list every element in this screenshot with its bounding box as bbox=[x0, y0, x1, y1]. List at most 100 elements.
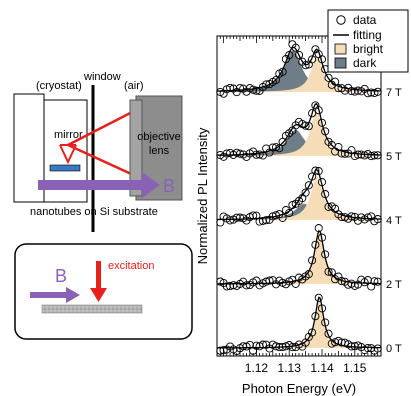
data-point bbox=[291, 43, 300, 52]
spectrum-4: 0 T bbox=[216, 293, 402, 356]
data-point bbox=[304, 122, 313, 131]
data-point bbox=[268, 143, 277, 152]
pl-chart: 7 T 5 T 4 T 2 T 0 T 1.12 1.13 1.14 1.15 Normali… bbox=[195, 9, 409, 396]
data-point bbox=[344, 280, 353, 289]
field-value-label: 5 T bbox=[386, 151, 402, 163]
data-point bbox=[304, 270, 313, 279]
data-point bbox=[235, 83, 245, 93]
data-point bbox=[367, 152, 376, 161]
inset-excitation-shaft bbox=[96, 261, 101, 291]
data-point bbox=[235, 213, 245, 222]
inset-field-arrow-head bbox=[66, 287, 80, 303]
data-point bbox=[317, 55, 327, 64]
data-point bbox=[308, 55, 317, 64]
data-point bbox=[271, 75, 281, 85]
data-point bbox=[321, 190, 330, 199]
data-point bbox=[311, 45, 320, 54]
field-arrow-head bbox=[142, 172, 160, 198]
field-value-label: 7 T bbox=[386, 87, 402, 99]
setup-schematic: (cryostat) window (air) mirror objective… bbox=[13, 71, 183, 232]
data-point bbox=[324, 267, 333, 276]
data-point bbox=[226, 83, 235, 92]
inset-substrate bbox=[41, 304, 143, 314]
data-point bbox=[278, 67, 287, 76]
data-point bbox=[311, 166, 320, 175]
data-point bbox=[334, 142, 343, 152]
fit-curve bbox=[217, 296, 381, 349]
x-tick-label: 1.15 bbox=[343, 361, 367, 375]
mirror-label: mirror bbox=[54, 129, 83, 141]
data-point bbox=[324, 73, 333, 82]
data-point bbox=[252, 150, 261, 159]
dark-peak-fill bbox=[217, 50, 381, 92]
y-axis-label: Normalized PL Intensity bbox=[195, 127, 210, 264]
data-point bbox=[275, 144, 284, 153]
objective-label-line1: objective bbox=[137, 131, 180, 143]
data-point bbox=[226, 282, 235, 291]
window-label: window bbox=[83, 71, 121, 83]
bright-peak-fill bbox=[217, 297, 381, 348]
legend-data-label: data bbox=[353, 13, 377, 27]
spectrum-1: 5 T bbox=[216, 101, 402, 163]
data-point bbox=[373, 344, 382, 353]
legend-data-marker bbox=[336, 15, 346, 25]
data-point bbox=[281, 342, 290, 351]
data-point bbox=[370, 277, 379, 286]
data-point bbox=[347, 86, 356, 96]
data-point bbox=[340, 149, 349, 158]
data-point bbox=[367, 88, 376, 97]
data-point bbox=[252, 86, 261, 95]
data-point bbox=[258, 216, 267, 225]
data-point bbox=[357, 150, 366, 159]
data-point bbox=[285, 51, 294, 60]
data-point bbox=[285, 208, 294, 218]
data-point bbox=[350, 87, 359, 96]
objective-label-line2: lens bbox=[149, 145, 170, 157]
field-arrow-shaft bbox=[38, 180, 144, 190]
legend-fitting-label: fitting bbox=[353, 28, 382, 42]
data-point bbox=[373, 151, 382, 160]
data-point bbox=[235, 149, 245, 158]
data-point bbox=[301, 121, 310, 130]
data-point bbox=[327, 268, 336, 277]
sample-label: nanotubes on Si substrate bbox=[30, 206, 158, 218]
spectra-layer: 7 T 5 T 4 T 2 T 0 T bbox=[216, 40, 402, 356]
inset-field-arrow-shaft bbox=[30, 292, 68, 298]
data-point bbox=[337, 277, 346, 286]
data-point bbox=[275, 343, 284, 352]
data-point bbox=[242, 281, 251, 290]
data-point bbox=[249, 211, 258, 220]
geometry-inset: B excitation bbox=[14, 243, 193, 340]
data-point bbox=[321, 318, 330, 327]
data-point bbox=[314, 224, 323, 233]
field-value-label: 0 T bbox=[386, 343, 402, 355]
data-point bbox=[314, 293, 323, 302]
data-point bbox=[321, 127, 330, 136]
spectrum-3: 2 T bbox=[216, 224, 402, 291]
data-point bbox=[301, 188, 310, 197]
data-point bbox=[249, 85, 258, 94]
data-point bbox=[308, 109, 317, 118]
legend-bright-swatch bbox=[334, 43, 347, 55]
dark-peak-fill bbox=[217, 129, 381, 156]
chart-legend: data fitting bright dark bbox=[327, 9, 409, 73]
air-label: (air) bbox=[124, 80, 144, 92]
data-point bbox=[278, 137, 287, 146]
data-point bbox=[370, 151, 379, 160]
objective-lens-front bbox=[129, 99, 143, 197]
bright-peak-fill bbox=[217, 230, 381, 284]
fit-curve bbox=[217, 229, 381, 285]
data-point bbox=[304, 181, 313, 190]
beam-paths bbox=[59, 106, 141, 180]
data-point bbox=[265, 276, 274, 285]
data-point bbox=[363, 276, 372, 285]
data-point bbox=[314, 106, 323, 115]
data-point bbox=[308, 328, 317, 337]
inset-excitation-label: excitation bbox=[108, 260, 154, 272]
data-point bbox=[311, 240, 320, 249]
dark-peak-fill bbox=[217, 203, 381, 220]
inset-excitation-head bbox=[90, 288, 107, 302]
data-point bbox=[308, 256, 317, 265]
spectrum-2: 4 T bbox=[216, 166, 402, 227]
